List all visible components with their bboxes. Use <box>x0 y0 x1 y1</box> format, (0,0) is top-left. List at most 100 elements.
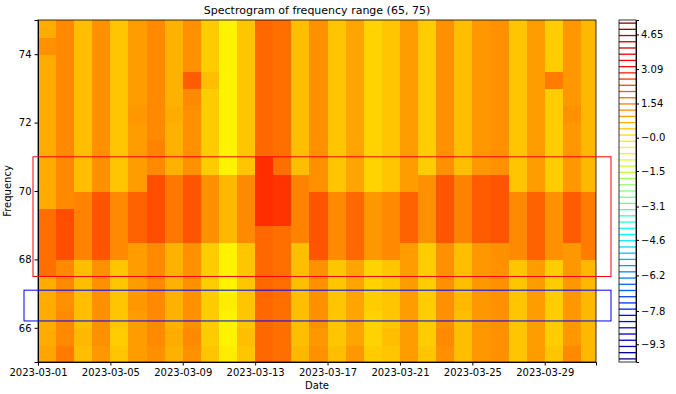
cell <box>56 157 75 175</box>
cell <box>128 311 147 329</box>
cell <box>436 191 455 209</box>
cell <box>237 140 256 158</box>
cell <box>183 37 202 55</box>
cell <box>237 88 256 106</box>
cell <box>382 157 401 175</box>
cell <box>472 208 491 226</box>
cell <box>563 328 582 346</box>
colorbar-swatch <box>619 221 636 222</box>
cell <box>201 88 220 106</box>
cell <box>545 37 564 55</box>
cell <box>219 328 238 346</box>
cell <box>110 191 129 209</box>
cell <box>509 191 528 209</box>
cell <box>309 208 328 226</box>
cell <box>581 71 596 89</box>
cell <box>291 191 310 209</box>
cell <box>237 71 256 89</box>
cell <box>92 54 111 72</box>
cell <box>545 106 564 124</box>
cell <box>472 311 491 329</box>
cell <box>128 277 147 295</box>
cell <box>346 157 365 175</box>
cell <box>201 208 220 226</box>
colorbar-tick: −0.0 <box>636 132 665 143</box>
cell <box>56 123 75 141</box>
cell <box>74 174 93 192</box>
cell <box>38 277 57 295</box>
cell <box>183 345 202 362</box>
cell <box>346 123 365 141</box>
cell <box>436 242 455 260</box>
cell <box>545 88 564 106</box>
cell <box>472 140 491 158</box>
cell <box>490 174 509 192</box>
cell <box>581 88 596 106</box>
cell <box>255 328 274 346</box>
colorbar-tick: −1.5 <box>636 166 665 177</box>
cell <box>110 259 129 277</box>
x-tick-label: 2023-03-13 <box>227 367 285 378</box>
cell <box>165 106 184 124</box>
cell <box>346 311 365 329</box>
cell <box>92 208 111 226</box>
cell <box>128 294 147 312</box>
colorbar-swatch <box>619 308 636 309</box>
cell <box>436 20 455 38</box>
cell <box>110 37 129 55</box>
cell <box>309 88 328 106</box>
colorbar-swatch <box>619 321 636 322</box>
cell <box>128 208 147 226</box>
cell <box>436 37 455 55</box>
cell <box>291 174 310 192</box>
cell <box>581 294 596 312</box>
cell <box>563 37 582 55</box>
cell <box>527 259 546 277</box>
cell <box>309 54 328 72</box>
cell <box>346 225 365 243</box>
cell <box>490 294 509 312</box>
cell <box>128 123 147 141</box>
cell <box>128 259 147 277</box>
cell <box>147 71 166 89</box>
cell <box>400 174 419 192</box>
colorbar-swatch <box>619 340 636 341</box>
cell <box>309 71 328 89</box>
colorbar-tick-mark <box>636 104 639 105</box>
colorbar-swatch <box>619 29 636 30</box>
cell <box>490 54 509 72</box>
cell <box>38 294 57 312</box>
cell <box>273 328 292 346</box>
cell <box>273 106 292 124</box>
cell <box>56 20 75 38</box>
cell <box>490 157 509 175</box>
cell <box>346 328 365 346</box>
cell <box>346 174 365 192</box>
colorbar-swatch <box>619 302 636 303</box>
cell <box>545 311 564 329</box>
cell <box>38 225 57 243</box>
chart-container: 2023-03-012023-03-052023-03-092023-03-13… <box>0 0 676 394</box>
y-tick-label: 68 <box>19 254 32 265</box>
cell <box>418 311 437 329</box>
cell <box>328 242 347 260</box>
cell <box>291 242 310 260</box>
cell <box>147 277 166 295</box>
cell <box>92 345 111 362</box>
colorbar-swatch <box>619 277 636 278</box>
cell <box>219 54 238 72</box>
cell <box>92 88 111 106</box>
cell <box>273 242 292 260</box>
cell <box>563 157 582 175</box>
colorbar-swatch <box>619 78 636 79</box>
y-tick-label: 74 <box>19 49 32 60</box>
cell <box>454 259 473 277</box>
cell <box>128 242 147 260</box>
cell <box>490 191 509 209</box>
cell <box>346 294 365 312</box>
cell <box>563 174 582 192</box>
cell <box>74 71 93 89</box>
cell <box>418 225 437 243</box>
y-tick: 70 <box>19 186 38 197</box>
cell <box>472 71 491 89</box>
